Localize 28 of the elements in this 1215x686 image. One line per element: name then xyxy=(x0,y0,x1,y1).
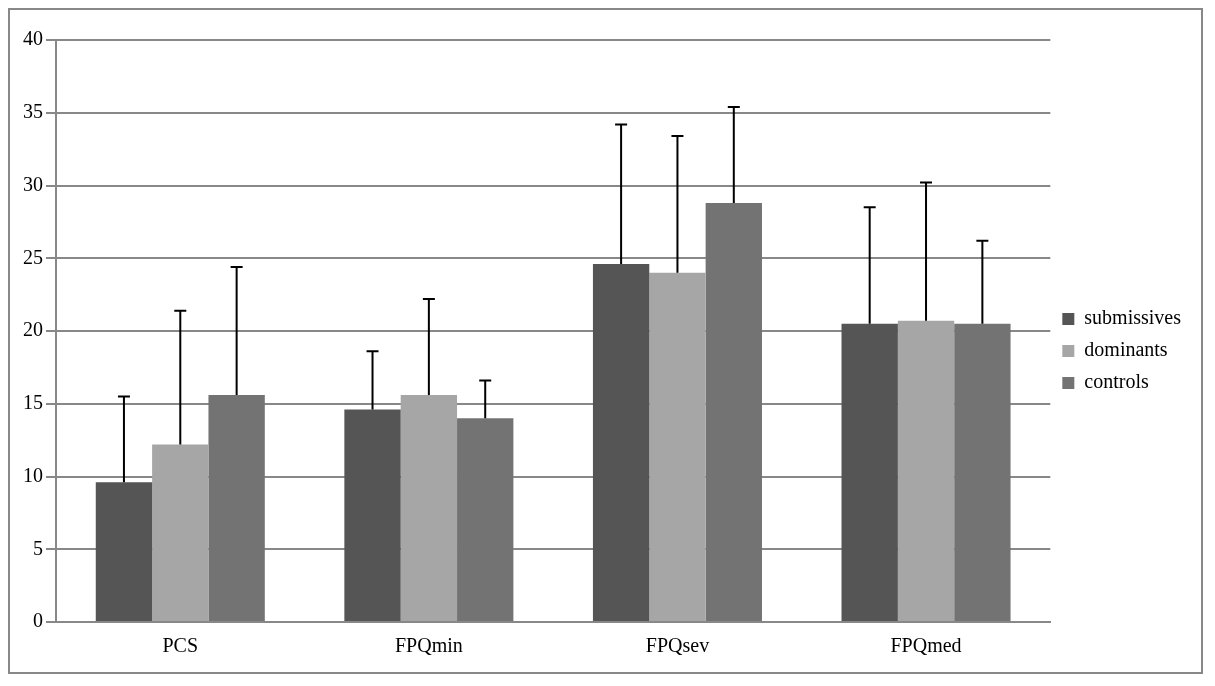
y-tick-label: 10 xyxy=(23,463,43,486)
bar xyxy=(208,395,265,621)
bar xyxy=(954,323,1011,621)
legend-label: submissives xyxy=(1084,306,1182,329)
x-tick-label: PCS xyxy=(162,634,199,657)
y-tick-label: 0 xyxy=(33,609,43,632)
y-tick-label: 25 xyxy=(23,245,43,268)
bar xyxy=(841,323,898,621)
x-tick-label: FPQmin xyxy=(394,634,463,657)
bar xyxy=(649,272,706,621)
bar xyxy=(152,444,209,621)
y-tick-label: 15 xyxy=(23,391,43,413)
bar xyxy=(897,320,955,621)
bar xyxy=(344,409,401,621)
legend-label: dominants xyxy=(1084,338,1168,361)
y-tick-label: 30 xyxy=(23,172,43,195)
bar xyxy=(592,264,650,621)
x-tick-label: FPQmed xyxy=(890,634,962,657)
legend-label: controls xyxy=(1084,370,1149,393)
y-tick-label: 35 xyxy=(23,100,43,122)
y-tick-label: 40 xyxy=(23,27,43,50)
bar xyxy=(457,418,514,621)
x-tick-label: FPQsev xyxy=(645,634,710,657)
bar xyxy=(705,202,762,621)
bar xyxy=(400,395,458,621)
y-tick-label: 5 xyxy=(33,536,43,559)
y-tick-label: 20 xyxy=(23,318,43,341)
bar xyxy=(95,482,153,621)
